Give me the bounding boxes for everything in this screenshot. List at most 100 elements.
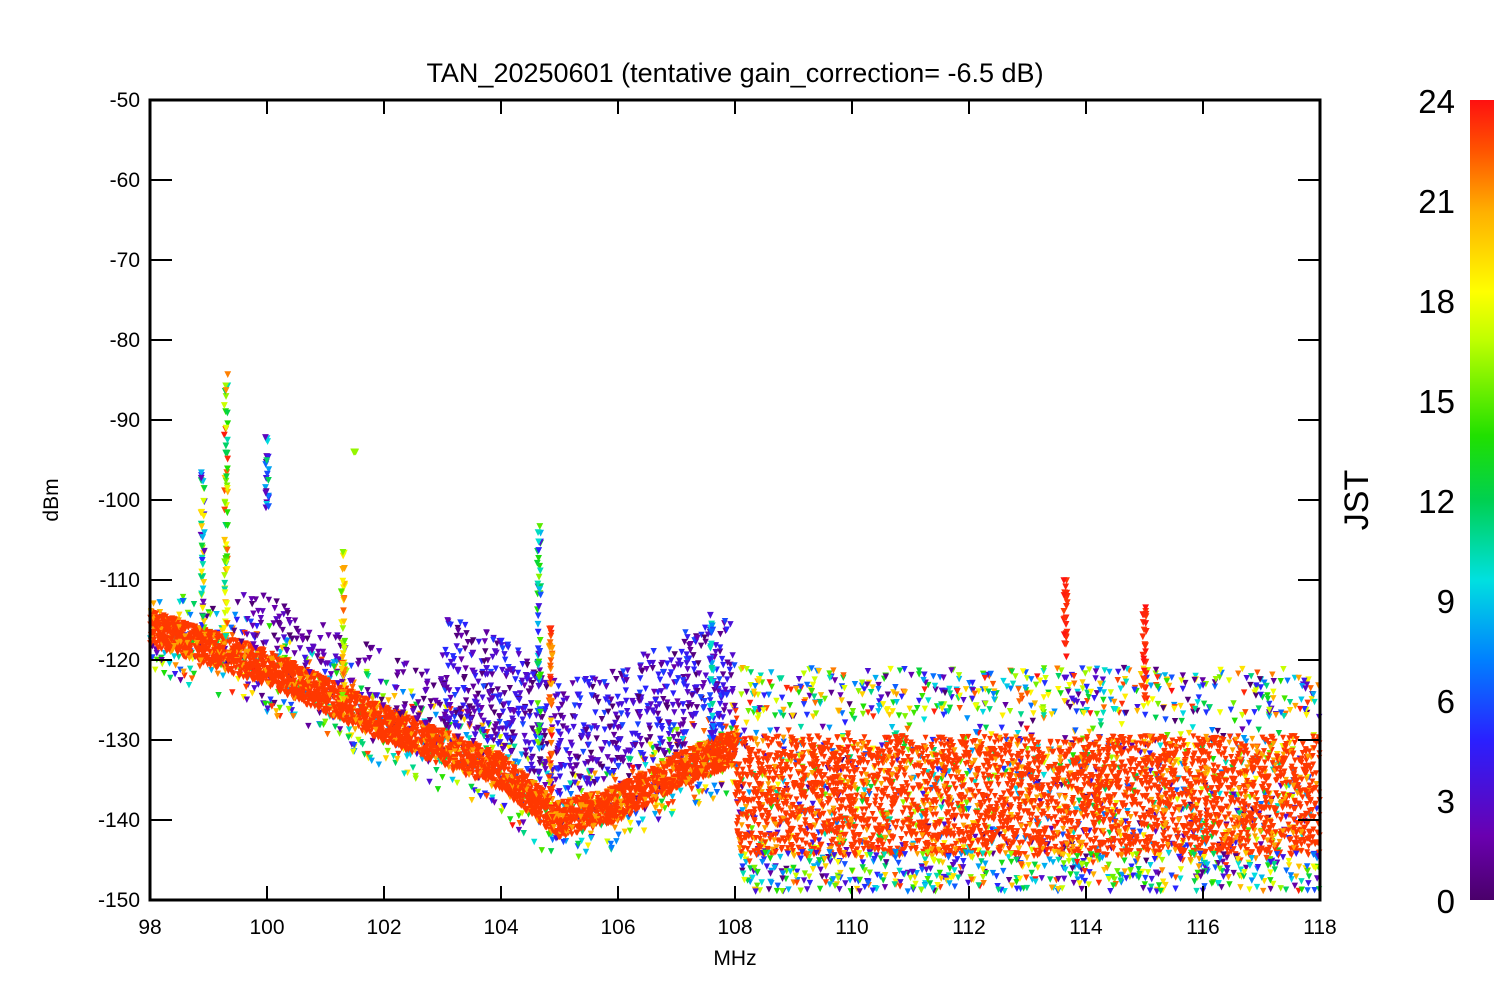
data-point: [920, 790, 927, 798]
data-point: [567, 791, 575, 798]
data-point: [1089, 725, 1097, 732]
data-point: [965, 805, 972, 813]
data-point: [1061, 735, 1069, 742]
data-point: [920, 716, 928, 723]
data-point: [975, 852, 982, 859]
data-point: [322, 718, 329, 726]
data-point: [336, 730, 343, 737]
data-point: [1157, 742, 1164, 749]
data-point: [276, 704, 283, 712]
data-point: [1261, 759, 1268, 766]
data-point: [1143, 857, 1150, 865]
data-point: [468, 797, 476, 804]
data-point: [1252, 855, 1260, 862]
data-point: [208, 667, 215, 674]
data-point: [877, 802, 884, 809]
data-point: [870, 713, 877, 720]
data-point: [1292, 873, 1300, 880]
data-point: [240, 694, 247, 701]
data-point: [649, 744, 656, 752]
data-point: [1083, 736, 1090, 743]
data-point: [809, 800, 817, 808]
data-point: [1140, 806, 1147, 813]
data-point: [886, 711, 893, 719]
data-point: [437, 716, 445, 723]
data-point: [515, 826, 523, 834]
data-point: [518, 810, 526, 817]
data-point: [1216, 709, 1224, 716]
data-point: [1285, 862, 1293, 869]
data-point: [886, 816, 894, 823]
data-point: [1011, 796, 1018, 803]
data-point: [1114, 868, 1121, 875]
data-point: [160, 669, 168, 677]
data-point: [1228, 817, 1235, 824]
data-point: [1074, 876, 1081, 883]
data-point: [350, 741, 358, 749]
data-point: [468, 783, 475, 791]
data-point: [1303, 757, 1310, 764]
data-point: [206, 611, 214, 618]
data-point: [483, 792, 490, 800]
data-point: [547, 848, 555, 855]
data-point: [632, 810, 640, 817]
data-point: [1252, 775, 1260, 783]
data-point: [640, 827, 648, 834]
data-point: [739, 807, 746, 814]
data-point: [1005, 877, 1013, 884]
data-point: [1118, 721, 1125, 728]
data-point: [999, 712, 1006, 719]
data-point: [872, 801, 879, 808]
data-point: [1162, 716, 1169, 723]
data-point: [175, 653, 182, 661]
data-point: [363, 671, 370, 678]
data-point: [785, 727, 792, 734]
data-point: [696, 781, 703, 789]
data-point: [301, 654, 309, 662]
data-point: [179, 598, 186, 605]
data-point: [1097, 718, 1104, 725]
data-point: [625, 814, 632, 822]
data-point: [998, 724, 1005, 731]
data-point: [666, 736, 673, 744]
data-point: [982, 724, 990, 732]
data-point: [665, 801, 672, 808]
data-point: [1072, 806, 1080, 813]
data-point: [988, 731, 995, 738]
data-point: [156, 599, 163, 606]
data-point: [171, 670, 179, 678]
data-point: [1058, 841, 1066, 848]
data-point: [1005, 854, 1012, 861]
data-point: [385, 697, 392, 704]
data-point: [447, 705, 454, 713]
data-point: [1122, 818, 1129, 825]
data-point: [333, 670, 340, 677]
data-point: [1023, 725, 1031, 733]
data-point: [658, 803, 666, 810]
data-point: [1236, 810, 1243, 817]
data-point: [677, 787, 684, 794]
data-point: [209, 605, 217, 613]
data-point: [947, 773, 954, 780]
data-point: [748, 825, 756, 832]
data-point: [1152, 869, 1160, 876]
data-point: [153, 650, 161, 657]
data-point: [1260, 834, 1267, 842]
data-point: [336, 726, 344, 733]
data-point: [793, 868, 801, 876]
data-point: [461, 716, 468, 723]
data-point: [348, 662, 355, 670]
data-point: [364, 750, 372, 758]
data-point: [815, 837, 823, 844]
data-point: [484, 720, 492, 727]
data-point: [1075, 797, 1083, 804]
data-point: [1240, 735, 1248, 742]
data-point: [1106, 764, 1114, 771]
data-point: [827, 858, 834, 865]
data-point: [377, 678, 385, 686]
data-point: [655, 816, 662, 823]
data-point: [875, 833, 883, 840]
data-point: [972, 729, 980, 736]
data-point: [507, 816, 514, 823]
data-point: [1112, 706, 1119, 713]
